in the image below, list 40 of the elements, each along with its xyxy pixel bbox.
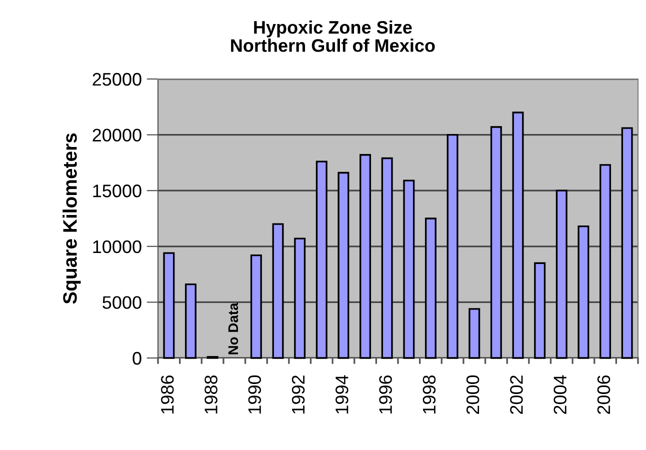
annotation: No Data — [228, 302, 238, 354]
y-tick-label: 15000 — [93, 184, 142, 198]
y-tick-label: 5000 — [102, 296, 142, 309]
x-tick-label: 2004 — [554, 375, 566, 414]
bar — [403, 180, 415, 359]
y-tick-label: 10000 — [93, 240, 142, 254]
x-tick-label: 2002 — [510, 376, 523, 414]
bar — [316, 160, 328, 359]
y-tick-label: 0 — [132, 352, 142, 365]
x-tick-label: 1990 — [248, 375, 262, 414]
x-tick-label: 1992 — [292, 376, 305, 414]
bar — [294, 238, 306, 359]
bar — [338, 172, 350, 359]
x-tick-label: 2000 — [466, 375, 480, 414]
x-tick-label: 1996 — [379, 375, 392, 414]
bar — [512, 112, 524, 359]
bar — [578, 225, 590, 359]
x-tick-label: 2006 — [597, 375, 610, 414]
bar — [424, 218, 436, 359]
x-tick-label: 1998 — [422, 375, 436, 414]
bar — [600, 164, 612, 359]
bar — [490, 126, 502, 359]
chart-title: Hypoxic Zone Size Northern Gulf of Mexico — [231, 20, 435, 52]
y-tick-label: 25000 — [92, 72, 142, 86]
y-axis-title: Square Kilometers — [62, 133, 81, 304]
bar — [272, 223, 284, 359]
y-tick-label: 20000 — [92, 128, 142, 142]
bar — [184, 284, 196, 359]
x-tick-label: 1994 — [336, 375, 348, 414]
bar — [534, 262, 546, 359]
bar — [360, 154, 372, 359]
bar — [468, 308, 480, 359]
bar — [556, 190, 568, 359]
bar — [446, 134, 458, 359]
bar — [250, 254, 262, 359]
bar — [163, 252, 175, 359]
bar — [621, 127, 633, 359]
x-tick-label: 1988 — [204, 375, 218, 414]
x-tick-label: 1986 — [160, 375, 174, 414]
bar — [381, 157, 393, 359]
